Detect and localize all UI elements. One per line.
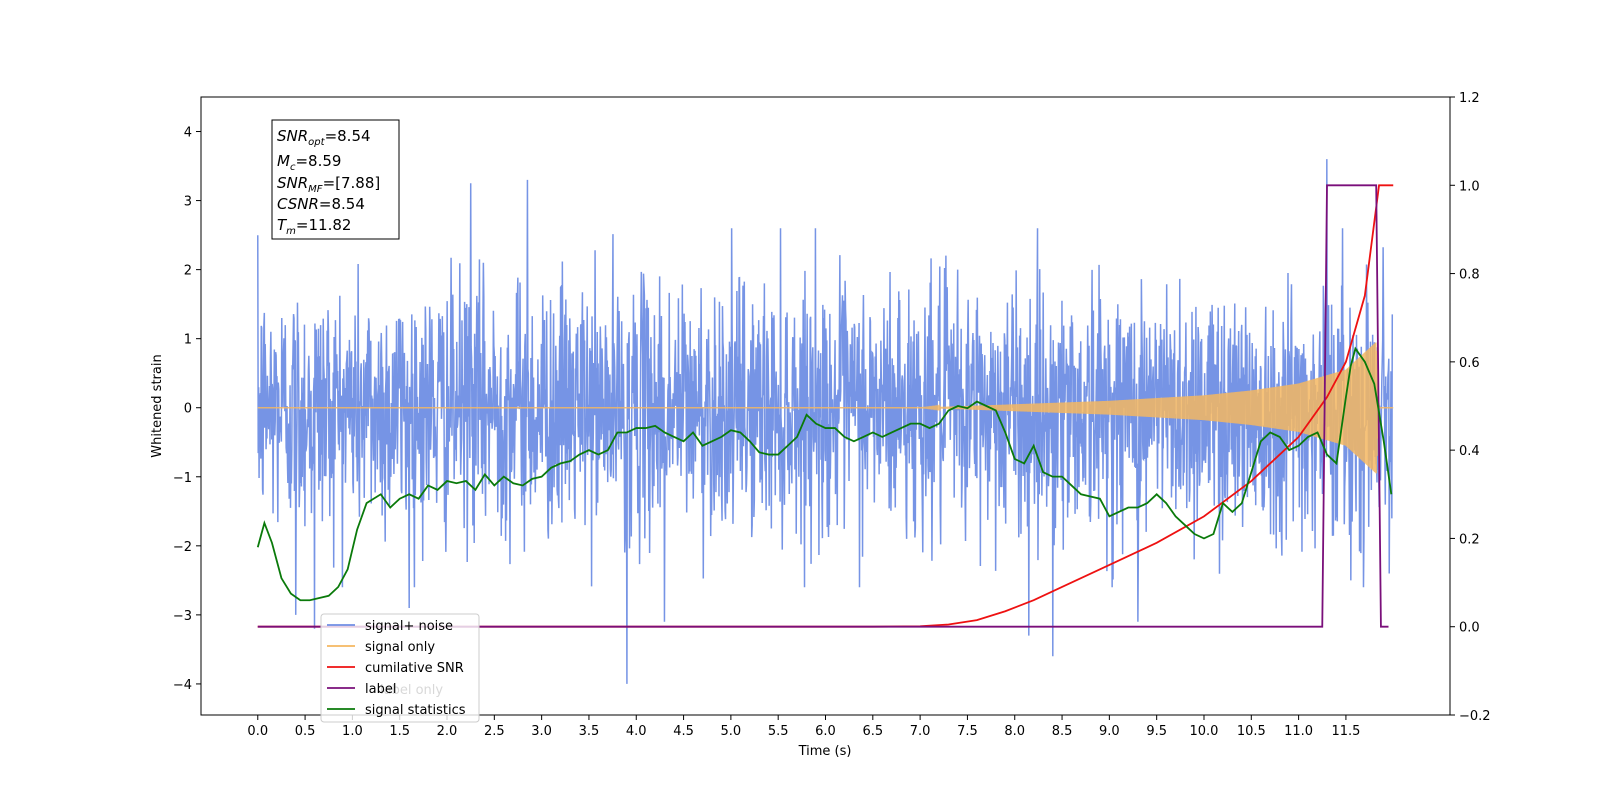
series-signal-noise bbox=[257, 159, 1394, 684]
x-axis-ticks: 0.0 0.5 1.0 1.5 2.0 2.5 3.0 3.5 4.0 4.5 5.0 5.5 6.0 6… bbox=[247, 715, 1360, 739]
x-tick-label: 1.0 bbox=[342, 724, 363, 739]
y2-tick-label: 1.0 bbox=[1459, 179, 1480, 194]
series-label bbox=[257, 184, 1389, 628]
x-tick-label: 9.0 bbox=[1099, 724, 1120, 739]
y2-tick-label: 0.4 bbox=[1459, 444, 1480, 459]
x-tick-label: 4.0 bbox=[626, 724, 647, 739]
x-tick-label: 11.0 bbox=[1284, 724, 1313, 739]
legend-label-signal-noise: signal+ noise bbox=[365, 619, 453, 634]
x-tick-label: 5.5 bbox=[768, 724, 789, 739]
x-tick-label: 6.5 bbox=[862, 724, 883, 739]
legend-label-signal-statistics: signal statistics bbox=[365, 703, 466, 718]
legend-label-signal-only: signal only bbox=[365, 640, 435, 655]
series-layer bbox=[256, 159, 1394, 684]
y-tick-label: −3 bbox=[173, 609, 192, 624]
y2-tick-label: 0.0 bbox=[1459, 621, 1480, 636]
y2-tick-label: 0.6 bbox=[1459, 356, 1480, 371]
x-tick-label: 6.0 bbox=[815, 724, 836, 739]
legend-label-label: label bbox=[365, 682, 396, 697]
series-signal-only bbox=[257, 342, 1394, 474]
y2-tick-label: −0.2 bbox=[1459, 709, 1491, 724]
annotation-snr-mf: SNRMF=[7.88] bbox=[277, 174, 380, 195]
x-tick-label: 0.5 bbox=[295, 724, 316, 739]
x-tick-label: 3.0 bbox=[531, 724, 552, 739]
y2-tick-label: 1.2 bbox=[1459, 91, 1480, 106]
x-tick-label: 4.5 bbox=[673, 724, 694, 739]
y-tick-label: −2 bbox=[173, 540, 192, 555]
x-axis-label: Time (s) bbox=[798, 744, 852, 759]
annotation-tm: Tm=11.82 bbox=[277, 216, 351, 237]
x-tick-label: 2.0 bbox=[437, 724, 458, 739]
y-tick-label: −1 bbox=[173, 471, 192, 486]
annotation-snr-opt: SNRopt=8.54 bbox=[277, 127, 371, 148]
y-axis-label: Whitened strain bbox=[150, 354, 165, 457]
y-tick-label: 1 bbox=[184, 333, 192, 348]
annotation-box: SNRopt=8.54 Mc=8.59 SNRMF=[7.88] CSNR=8.… bbox=[271, 119, 400, 240]
annotation-csnr: CSNR=8.54 bbox=[277, 195, 365, 213]
x-tick-label: 8.5 bbox=[1052, 724, 1073, 739]
x-tick-label: 11.5 bbox=[1331, 724, 1360, 739]
x-tick-label: 0.0 bbox=[247, 724, 268, 739]
legend: signal+ noise signal only cumilative SNR… bbox=[320, 613, 480, 723]
x-tick-label: 7.0 bbox=[910, 724, 931, 739]
y2-axis-ticks: −0.2 0.0 0.2 0.4 0.6 0.8 1.0 1.2 bbox=[1450, 91, 1491, 724]
annotation-mc: Mc=8.59 bbox=[277, 152, 341, 173]
x-tick-label: 10.0 bbox=[1190, 724, 1219, 739]
y2-tick-label: 0.8 bbox=[1459, 268, 1480, 283]
y-tick-label: 4 bbox=[184, 126, 192, 141]
x-tick-label: 9.5 bbox=[1146, 724, 1167, 739]
x-tick-label: 7.5 bbox=[957, 724, 978, 739]
x-tick-label: 5.0 bbox=[721, 724, 742, 739]
x-tick-label: 1.5 bbox=[389, 724, 410, 739]
y2-tick-label: 0.2 bbox=[1459, 532, 1480, 547]
series-cumilative-snr bbox=[257, 184, 1394, 628]
y-axis-ticks: −4 −3 −2 −1 0 1 2 3 4 bbox=[173, 126, 201, 693]
y-tick-label: 3 bbox=[184, 195, 192, 210]
x-tick-label: 3.5 bbox=[579, 724, 600, 739]
series-signal-statistics bbox=[256, 346, 1393, 602]
legend-label-label-only: label only bbox=[380, 683, 443, 698]
y-tick-label: 2 bbox=[184, 264, 192, 279]
x-tick-label: 10.5 bbox=[1237, 724, 1266, 739]
x-tick-label: 2.5 bbox=[484, 724, 505, 739]
y-tick-label: 0 bbox=[184, 402, 192, 417]
y-tick-label: −4 bbox=[173, 678, 192, 693]
x-tick-label: 8.0 bbox=[1004, 724, 1025, 739]
legend-label-cumilative-snr: cumilative SNR bbox=[365, 661, 464, 676]
